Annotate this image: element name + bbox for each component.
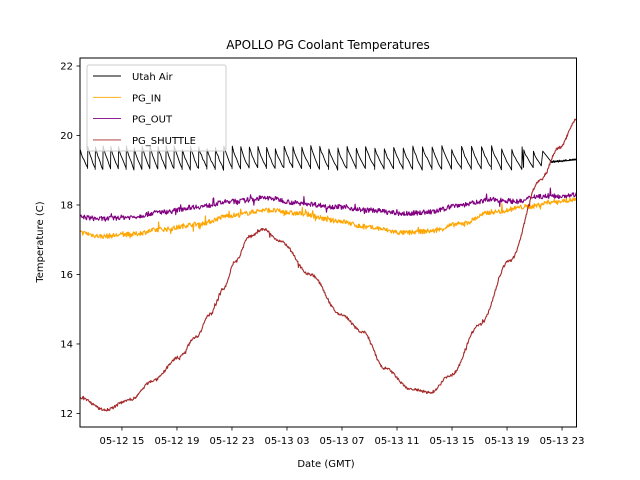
x-tick-label: 05-12 19 [154, 436, 199, 447]
x-axis: 05-12 15 05-12 19 05-12 23 05-13 03 05-13 07… [99, 427, 585, 447]
y-tick-label: 12 [60, 409, 73, 420]
x-tick-label: 05-12 15 [99, 436, 144, 447]
legend-box [86, 64, 227, 152]
plot-frame [79, 57, 577, 428]
y-tick-label: 20 [60, 131, 73, 142]
legend-label-pg-shuttle: PG_SHUTTLE [132, 136, 196, 147]
y-tick-label: 14 [60, 339, 73, 350]
x-tick-label: 05-13 03 [265, 436, 310, 447]
y-axis: 12 14 16 18 20 22 [60, 61, 80, 420]
series-line-pg-shuttle [80, 118, 577, 412]
x-tick-label: 05-13 15 [430, 436, 475, 447]
x-tick-label: 05-13 07 [320, 436, 365, 447]
series-line-pg-in [80, 196, 577, 240]
legend-label-pg-in: PG_IN [132, 93, 161, 104]
x-tick-label: 05-12 23 [209, 436, 254, 447]
x-tick-label: 05-13 19 [485, 436, 530, 447]
x-tick-label: 05-13 23 [540, 436, 585, 447]
series-layer [80, 118, 577, 412]
y-axis-label: Temperature (C) [35, 201, 46, 283]
x-axis-label: Date (GMT) [297, 459, 354, 470]
chart-title: APOLLO PG Coolant Temperatures [226, 38, 430, 52]
x-tick-label: 05-13 11 [375, 436, 420, 447]
legend-label-pg-out: PG_OUT [132, 115, 173, 126]
series-line-pg-out [80, 187, 577, 222]
series-line-utah-air [80, 145, 577, 171]
y-tick-label: 18 [60, 200, 73, 211]
legend-label-utah-air: Utah Air [132, 72, 174, 83]
y-tick-label: 16 [60, 270, 73, 281]
legend: Utah Air PG_IN PG_OUT PG_SHUTTLE [86, 64, 227, 152]
y-tick-label: 22 [60, 61, 73, 72]
